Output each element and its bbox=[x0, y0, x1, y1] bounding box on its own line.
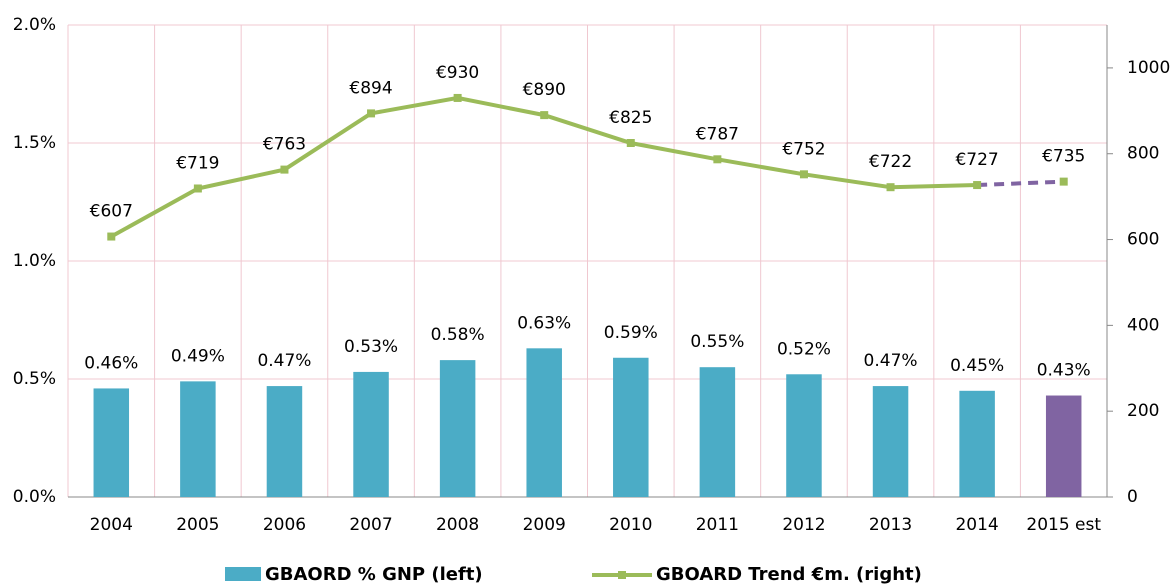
bar bbox=[439, 360, 476, 497]
x-tick-label: 2005 bbox=[176, 515, 219, 535]
line-value-label: €825 bbox=[609, 108, 652, 128]
bar bbox=[613, 357, 649, 497]
line-marker bbox=[886, 183, 895, 192]
estimate-line bbox=[977, 179, 1064, 188]
bar-value-label: 0.45% bbox=[950, 356, 1004, 376]
bar bbox=[266, 386, 303, 497]
line-value-label: €727 bbox=[955, 150, 998, 170]
line-value-label: €722 bbox=[869, 152, 912, 172]
y-tick-label: 0.5% bbox=[13, 369, 56, 389]
x-tick-label: 2008 bbox=[436, 515, 479, 535]
line-marker bbox=[713, 155, 722, 164]
legend-label: GBAORD % GNP (left) bbox=[265, 564, 483, 584]
y-tick-label: 1.5% bbox=[13, 133, 56, 153]
line-value-label: €607 bbox=[90, 202, 133, 222]
bar bbox=[872, 386, 909, 497]
y-tick-label: 2.0% bbox=[13, 15, 56, 35]
bar-value-label: 0.53% bbox=[344, 337, 398, 357]
line-marker bbox=[799, 170, 808, 179]
bar-value-label: 0.63% bbox=[517, 313, 571, 333]
bar bbox=[93, 388, 130, 497]
x-tick-label: 2010 bbox=[609, 515, 652, 535]
line-marker bbox=[367, 109, 376, 118]
y-tick-label: 0.0% bbox=[13, 487, 56, 507]
bar-value-label: 0.46% bbox=[84, 353, 138, 373]
line-marker bbox=[626, 139, 635, 147]
bar-value-label: 0.47% bbox=[864, 351, 918, 371]
bar bbox=[959, 390, 995, 497]
legend-label: GBOARD Trend €m. (right) bbox=[656, 564, 922, 584]
y2-tick-label: 800 bbox=[1127, 144, 1159, 164]
bar-value-label: 0.49% bbox=[171, 346, 225, 366]
y2-tick-label: 200 bbox=[1127, 401, 1159, 421]
legend-swatch bbox=[225, 567, 261, 581]
bar-value-label: 0.47% bbox=[257, 351, 311, 371]
bar-value-label: 0.43% bbox=[1037, 361, 1091, 381]
line-value-label: €735 bbox=[1042, 147, 1085, 167]
line-value-label: €890 bbox=[523, 80, 566, 100]
bar-value-label: 0.52% bbox=[777, 339, 831, 359]
bar bbox=[699, 367, 736, 497]
y2-tick-label: 1000 bbox=[1127, 58, 1170, 78]
x-tick-label: 2011 bbox=[696, 515, 739, 535]
line-marker bbox=[107, 232, 116, 241]
line-value-label: €787 bbox=[696, 124, 739, 144]
y-tick-label: 1.0% bbox=[13, 251, 56, 271]
x-tick-label: 2015 est bbox=[1026, 515, 1101, 535]
x-tick-label: 2014 bbox=[955, 515, 998, 535]
y2-tick-label: 0 bbox=[1127, 487, 1138, 507]
legend-swatch-marker bbox=[618, 571, 626, 579]
line-marker bbox=[540, 111, 549, 120]
bar-value-label: 0.58% bbox=[431, 325, 485, 345]
line-marker bbox=[973, 181, 982, 190]
y2-tick-label: 400 bbox=[1127, 315, 1159, 335]
bar bbox=[786, 374, 822, 497]
x-tick-label: 2007 bbox=[349, 515, 392, 535]
line-marker bbox=[280, 165, 289, 174]
line-value-label: €719 bbox=[176, 153, 219, 173]
bar-value-label: 0.55% bbox=[690, 332, 744, 352]
x-tick-label: 2004 bbox=[90, 515, 133, 535]
bar bbox=[180, 381, 216, 497]
x-tick-label: 2006 bbox=[263, 515, 306, 535]
x-tick-label: 2009 bbox=[523, 515, 566, 535]
x-tick-label: 2013 bbox=[869, 515, 912, 535]
bar bbox=[1045, 395, 1082, 497]
line-value-label: €763 bbox=[263, 135, 306, 155]
bar bbox=[353, 371, 389, 497]
line-marker bbox=[1059, 177, 1068, 186]
line-value-label: €894 bbox=[349, 78, 392, 98]
line-value-label: €930 bbox=[436, 63, 479, 83]
bar bbox=[526, 348, 562, 497]
line-value-label: €752 bbox=[782, 139, 825, 159]
y2-tick-label: 600 bbox=[1127, 230, 1159, 250]
bar-value-label: 0.59% bbox=[604, 323, 658, 343]
line-marker bbox=[453, 93, 462, 102]
line-marker bbox=[193, 184, 202, 193]
x-tick-label: 2012 bbox=[782, 515, 825, 535]
